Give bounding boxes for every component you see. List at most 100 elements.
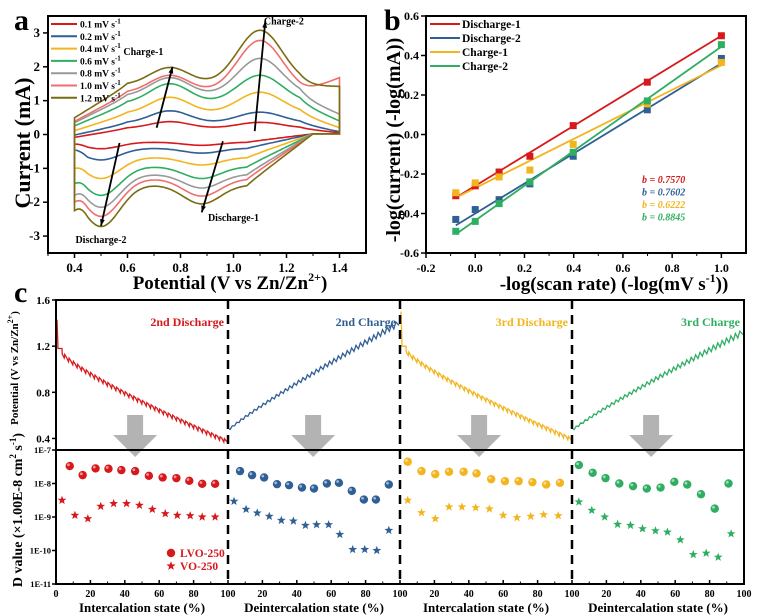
panel-b-axes: -0.2 0.0 0.2 0.4 0.6 0.8 1.0 -0.6 -0.4 -0.2 0.0 0.2… [400, 9, 747, 275]
data-point [643, 106, 651, 114]
lvo-point [656, 483, 665, 492]
lvo-point [158, 473, 167, 482]
lvo-point-highlight [630, 483, 634, 487]
x-tick-label: 40 [464, 589, 474, 600]
lvo-point-highlight [212, 481, 216, 484]
lvo-point-highlight [602, 475, 606, 479]
lvo-point [601, 473, 610, 483]
y-tick-label: -0.4 [400, 207, 419, 221]
lvo-point [309, 484, 319, 493]
data-point [495, 196, 503, 204]
legend-label: LVO-250 [180, 548, 225, 560]
vo-point [229, 496, 239, 505]
trend-arrow [200, 141, 224, 213]
panel-b-x-axis-label: -log(scan rate) (-log(mV s-1)) [500, 271, 729, 295]
lvo-point-highlight [249, 472, 253, 476]
lvo-point-highlight [199, 481, 203, 484]
x-tick-label: 1.0 [714, 261, 729, 275]
lvo-point [130, 466, 140, 476]
lvo-point [198, 479, 207, 489]
x-axis-label: Intercalation state (%) [79, 600, 205, 615]
vo-point [726, 529, 736, 538]
vo-point [713, 552, 723, 561]
lvo-point [117, 465, 126, 475]
vo-point [197, 512, 207, 521]
legend-label: 0.6 mV s-1 [80, 54, 121, 67]
lvo-point [334, 478, 344, 488]
lvo-point-highlight [473, 470, 477, 474]
gitt-curve [572, 329, 744, 431]
arrowhead-icon [262, 21, 268, 28]
panel-b-y-axis-label: -log(current) (-log(mA)) [383, 38, 405, 243]
lvo-point [615, 479, 624, 488]
b-value-label: b = 0.6222 [642, 200, 685, 211]
lvo-point-highlight [725, 480, 729, 484]
vo-point [512, 513, 522, 522]
b-value-label: b = 0.7602 [642, 188, 685, 199]
panel-a-axes: 0.4 0.6 0.8 1.0 1.2 1.4 -3 -2 -1 0 1 2 3 [29, 15, 367, 275]
data-point [452, 189, 460, 197]
segment-title: 3rd Charge [681, 315, 741, 329]
lvo-point [359, 495, 369, 504]
lvo-point [696, 490, 706, 499]
y-tick-label: 0.6 [404, 9, 419, 23]
transition-arrow-shaft [127, 415, 144, 435]
x-tick-label: 1.0 [225, 260, 241, 275]
x-tick-label: 60 [326, 589, 336, 600]
legend-label: 1.0 mV s-1 [80, 79, 121, 92]
panel-a-legend: 0.1 mV s-10.2 mV s-10.4 mV s-10.6 mV s-1… [51, 18, 121, 104]
x-tick-label: 80 [533, 589, 543, 600]
x-tick-label: 0 [54, 589, 59, 600]
data-point [452, 215, 460, 223]
lvo-point-highlight [488, 476, 492, 480]
vo-point [335, 529, 345, 539]
lvo-point [272, 479, 282, 489]
x-tick-label: 60 [670, 589, 680, 600]
legend-vo-marker [166, 561, 176, 570]
lvo-point-highlight [576, 462, 579, 466]
y-tick-label: -1 [29, 160, 40, 175]
segment-title: 2nd Discharge [150, 315, 224, 329]
transition-arrow-shaft [305, 415, 322, 435]
lvo-point [259, 473, 269, 482]
x-tick-label: 100 [393, 589, 408, 600]
lvo-point [683, 480, 692, 489]
arrowhead-icon [201, 205, 206, 213]
legend-label: Charge-1 [462, 47, 508, 59]
y-tick-label: 0.8 [36, 387, 50, 399]
vo-point [289, 516, 298, 525]
legend-label-main: 0.8 mV s [80, 70, 115, 80]
x-tick-label: 1.4 [331, 260, 348, 275]
lvo-point [528, 477, 537, 487]
vo-point [312, 520, 321, 529]
x-tick-label: 40 [292, 589, 302, 600]
x-tick-label: 20 [257, 589, 267, 600]
x-tick-label: 0.0 [468, 261, 483, 275]
vo-point [122, 499, 131, 508]
vo-point [600, 512, 610, 521]
lvo-point-highlight [515, 478, 519, 482]
legend-label-sup: -1 [115, 30, 121, 38]
data-point [717, 32, 725, 40]
y-tick-label: 1E-9 [34, 512, 51, 522]
vo-point [613, 519, 622, 529]
vo-point [676, 535, 685, 544]
x-tick-label: 0.4 [66, 260, 83, 275]
legend-label: 0.1 mV s-1 [80, 18, 121, 31]
vo-point [70, 510, 80, 519]
vo-point [301, 520, 310, 530]
x-tick-label: 20 [85, 589, 95, 600]
lvo-point-highlight [336, 480, 340, 483]
data-point [471, 217, 479, 225]
transition-arrow-shaft [643, 415, 660, 435]
x-tick-label: 100 [221, 589, 236, 600]
data-point [471, 179, 479, 187]
vo-point [430, 514, 440, 523]
vo-point [109, 499, 118, 508]
lvo-point [514, 476, 523, 486]
lvo-point-highlight [286, 482, 290, 486]
lvo-point-highlight [349, 488, 352, 491]
